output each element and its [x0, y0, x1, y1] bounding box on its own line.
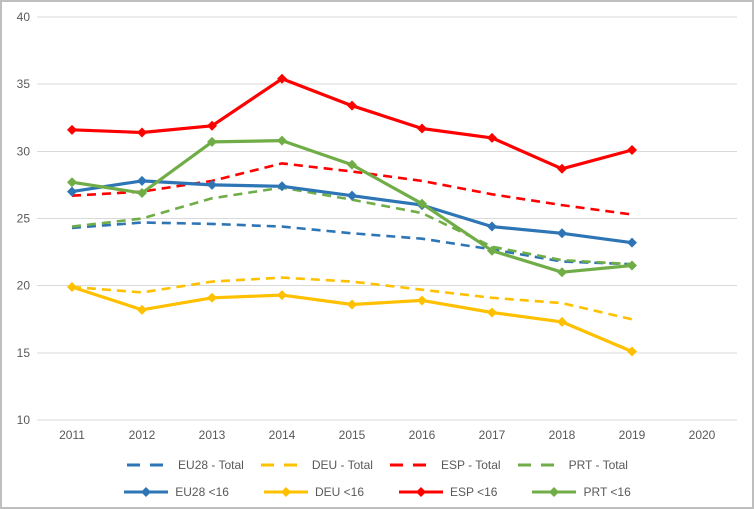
series-line-esp-total	[71, 162, 633, 216]
data-point-marker	[417, 123, 427, 134]
dashed-line-swatch-icon	[127, 463, 172, 466]
data-point-marker	[487, 132, 497, 143]
series-line-eu28-total	[71, 221, 633, 266]
solid-line-diamond-swatch-icon	[263, 486, 308, 497]
data-point-marker	[627, 144, 637, 155]
x-axis-tick-label: 2015	[339, 428, 366, 442]
x-axis-tick-label: 2014	[269, 428, 296, 442]
solid-line-diamond-swatch-icon	[399, 486, 443, 497]
y-axis-tick-label: 10	[17, 413, 31, 427]
legend-label: DEU - Total	[311, 457, 373, 472]
data-point-marker	[277, 73, 287, 84]
dashed-line-swatch-icon	[260, 463, 305, 466]
dashed-line-swatch-icon	[389, 463, 434, 466]
legend-item-esp-16: ESP <16	[398, 485, 497, 499]
data-point-marker	[347, 159, 357, 170]
legend-item-eu28-total: EU28 - Total	[126, 458, 244, 472]
series-line-esp-16	[71, 77, 633, 171]
data-point-marker	[277, 290, 287, 301]
data-point-marker	[627, 237, 637, 248]
legend-item-deu-total: DEU - Total	[260, 458, 373, 472]
data-point-marker	[207, 120, 217, 131]
legend-row-totals: EU28 - Total DEU - Total ESP - Total PRT - …	[2, 451, 752, 478]
data-point-marker	[277, 135, 287, 146]
x-axis-tick-label: 2019	[619, 428, 646, 442]
legend-item-esp-total: ESP - Total	[389, 458, 501, 472]
data-point-marker	[207, 179, 217, 190]
legend-item-prt-total: PRT - Total	[517, 458, 628, 472]
data-point-marker	[67, 282, 77, 293]
data-point-marker	[277, 181, 287, 192]
legend-item-eu28-16: EU28 <16	[123, 485, 229, 499]
data-point-marker	[137, 187, 147, 198]
legend-label: PRT - Total	[568, 457, 628, 472]
data-point-marker	[557, 228, 567, 239]
legend-item-deu-16: DEU <16	[263, 485, 364, 499]
data-point-marker	[207, 292, 217, 303]
data-point-marker	[137, 175, 147, 186]
data-point-marker	[347, 190, 357, 201]
line-chart-plot-area: 10 15 20 25 30 35 40 2011 2012 2013 2014 2015 2016 20…	[17, 10, 737, 442]
legend-label: ESP <16	[450, 484, 498, 499]
data-point-marker	[557, 316, 567, 327]
dashed-line-swatch-icon	[517, 463, 562, 466]
data-point-marker	[347, 299, 357, 310]
x-axis-tick-label: 2018	[549, 428, 576, 442]
data-point-marker	[557, 163, 567, 174]
data-point-marker	[487, 245, 497, 256]
series-line-deu-total	[71, 276, 633, 321]
x-axis-tick-label: 2020	[689, 428, 716, 442]
chart-legend: EU28 - Total DEU - Total ESP - Total PRT - …	[2, 451, 752, 505]
solid-line-diamond-swatch-icon	[124, 486, 169, 497]
y-axis-tick-label: 35	[17, 77, 31, 91]
legend-label: DEU <16	[314, 484, 364, 499]
legend-item-prt-16: PRT <16	[531, 484, 631, 499]
y-axis-tick-label: 20	[17, 279, 31, 293]
data-point-marker	[137, 304, 147, 315]
y-axis-tick-label: 40	[17, 10, 31, 24]
x-axis-tick-label: 2013	[199, 428, 226, 442]
data-point-marker	[487, 307, 497, 318]
data-point-marker	[417, 295, 427, 306]
legend-row-under16: EU28 <16 DEU <16 ESP <16 PRT <16	[2, 478, 752, 505]
data-point-marker	[487, 221, 497, 232]
x-axis-tick-label: 2012	[129, 428, 156, 442]
y-axis-tick-label: 25	[17, 212, 31, 226]
data-point-marker	[137, 127, 147, 138]
data-point-marker	[67, 186, 77, 197]
legend-label: EU28 - Total	[178, 457, 244, 472]
series-line-deu-16	[71, 285, 633, 353]
y-axis-tick-label: 15	[17, 346, 31, 360]
legend-label: ESP - Total	[440, 457, 501, 472]
y-axis-tick-label: 30	[17, 144, 31, 158]
data-point-marker	[347, 100, 357, 111]
data-point-marker	[207, 136, 217, 147]
data-point-marker	[627, 260, 637, 271]
data-point-marker	[67, 124, 77, 135]
series-line-eu28-16	[71, 179, 633, 245]
data-point-marker	[627, 346, 637, 357]
data-point-marker	[557, 267, 567, 278]
solid-line-diamond-swatch-icon	[532, 486, 577, 497]
legend-label: EU28 <16	[175, 484, 229, 499]
x-axis-tick-label: 2011	[59, 428, 85, 442]
x-axis-tick-label: 2017	[479, 428, 506, 442]
legend-label: PRT <16	[583, 484, 631, 499]
x-axis-tick-label: 2016	[409, 428, 436, 442]
data-point-marker	[67, 177, 77, 188]
data-point-marker	[417, 198, 427, 209]
